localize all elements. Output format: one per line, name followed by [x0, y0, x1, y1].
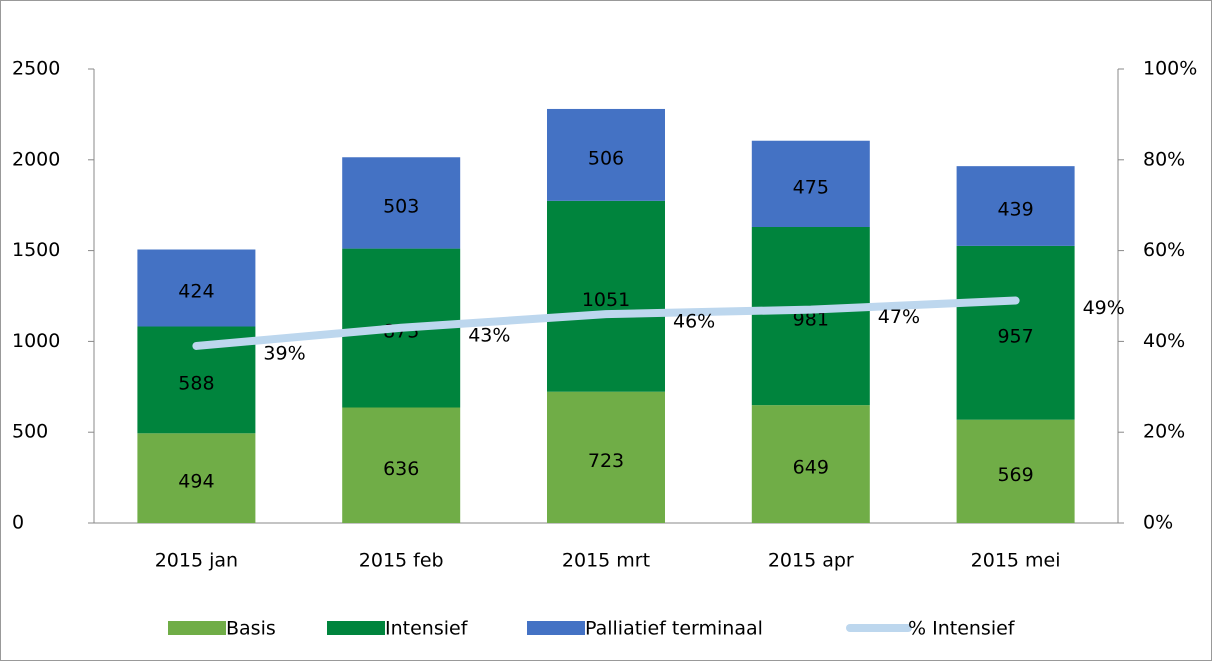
bar-segment: [956, 419, 1075, 523]
value-label: 506: [588, 147, 624, 169]
legend-label: Basis: [226, 618, 276, 640]
bar-segment: [956, 245, 1075, 420]
y2-tick-label: 60%: [1143, 239, 1185, 261]
legend-swatch: [527, 621, 585, 635]
legend-label: Palliatief terminaal: [585, 618, 763, 640]
value-label: 649: [793, 457, 829, 479]
value-label: 588: [178, 372, 214, 394]
value-label: 981: [793, 309, 829, 331]
x-tick-label: 2015 apr: [768, 550, 854, 572]
legend-swatch: [168, 621, 226, 635]
bar-segment: [751, 405, 870, 523]
bar-segment: [137, 249, 256, 327]
x-tick-label: 2015 mei: [971, 550, 1061, 572]
bar-segment: [547, 391, 665, 523]
value-label: 957: [997, 325, 1033, 347]
value-label: 475: [793, 176, 829, 198]
y-tick-label: 2000: [12, 148, 60, 170]
legend-swatch: [327, 621, 385, 635]
line-value-label: 39%: [263, 342, 305, 364]
y-tick-label: 2500: [12, 58, 60, 80]
y2-tick-label: 20%: [1143, 421, 1185, 443]
y2-tick-label: 80%: [1143, 148, 1185, 170]
bar-segment: [342, 407, 461, 523]
value-label: 636: [383, 458, 419, 480]
value-label: 494: [178, 471, 214, 493]
bar-segment: [751, 226, 870, 406]
y-tick-label: 500: [12, 421, 48, 443]
y-tick-label: 0: [12, 512, 24, 534]
line-value-label: 46%: [673, 311, 715, 333]
y-tick-label: 1500: [12, 239, 60, 261]
y2-tick-label: 40%: [1143, 330, 1185, 352]
x-tick-label: 2015 mrt: [562, 550, 650, 572]
value-label: 503: [383, 195, 419, 217]
line-value-label: 49%: [1083, 297, 1125, 319]
line-value-label: 43%: [468, 324, 510, 346]
x-tick-label: 2015 jan: [155, 550, 238, 572]
bar-segment: [751, 140, 870, 227]
bar-segment: [137, 433, 256, 523]
legend-label: % Intensief: [908, 618, 1016, 640]
value-label: 723: [588, 450, 624, 472]
value-label: 1051: [582, 289, 630, 311]
legend-label: Intensief: [385, 618, 469, 640]
line: [192, 296, 1020, 350]
x-tick-label: 2015 feb: [359, 550, 444, 572]
bar-segment: [342, 157, 461, 249]
value-label: 569: [997, 464, 1033, 486]
y-tick-label: 1000: [12, 330, 60, 352]
y2-tick-label: 0%: [1143, 512, 1173, 534]
bar-segment: [956, 166, 1075, 246]
line-value-label: 47%: [878, 306, 920, 328]
bar-segment: [547, 108, 665, 201]
y2-tick-label: 100%: [1143, 58, 1197, 80]
value-label: 424: [178, 281, 214, 303]
value-label: 439: [997, 199, 1033, 221]
bar-segment: [547, 200, 665, 392]
